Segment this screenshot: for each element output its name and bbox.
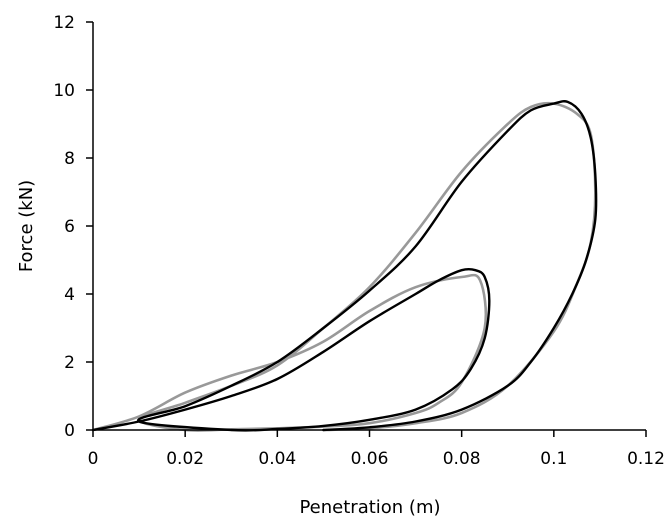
y-tick-label: 8 — [64, 149, 75, 169]
y-tick-label: 12 — [53, 13, 75, 33]
x-tick-label: 0 — [88, 449, 99, 469]
y-tick-label: 0 — [64, 421, 75, 441]
gray-series-line — [91, 101, 597, 432]
x-tick-label: 0.02 — [166, 449, 204, 469]
y-tick-label: 6 — [64, 217, 75, 237]
y-axis-title: Force (kN) — [16, 180, 37, 272]
x-tick-label: 0.08 — [443, 449, 481, 469]
x-tick-label: 0.04 — [258, 449, 296, 469]
x-tick-label: 0.12 — [627, 449, 665, 469]
x-axis-title: Penetration (m) — [299, 497, 440, 518]
curves-layer — [91, 100, 598, 432]
tick-labels-layer: 0 0.02 0.04 0.06 0.08 0.1 0.12 0 2 4 6 8 10 12 — [53, 13, 665, 469]
y-tick-label: 4 — [64, 285, 75, 305]
x-tick-label: 0.06 — [351, 449, 389, 469]
ticks-layer — [86, 21, 647, 437]
y-tick-label: 2 — [64, 353, 75, 373]
x-tick-label: 0.1 — [540, 449, 567, 469]
black-series-line — [91, 100, 598, 432]
y-tick-label: 10 — [53, 81, 75, 101]
